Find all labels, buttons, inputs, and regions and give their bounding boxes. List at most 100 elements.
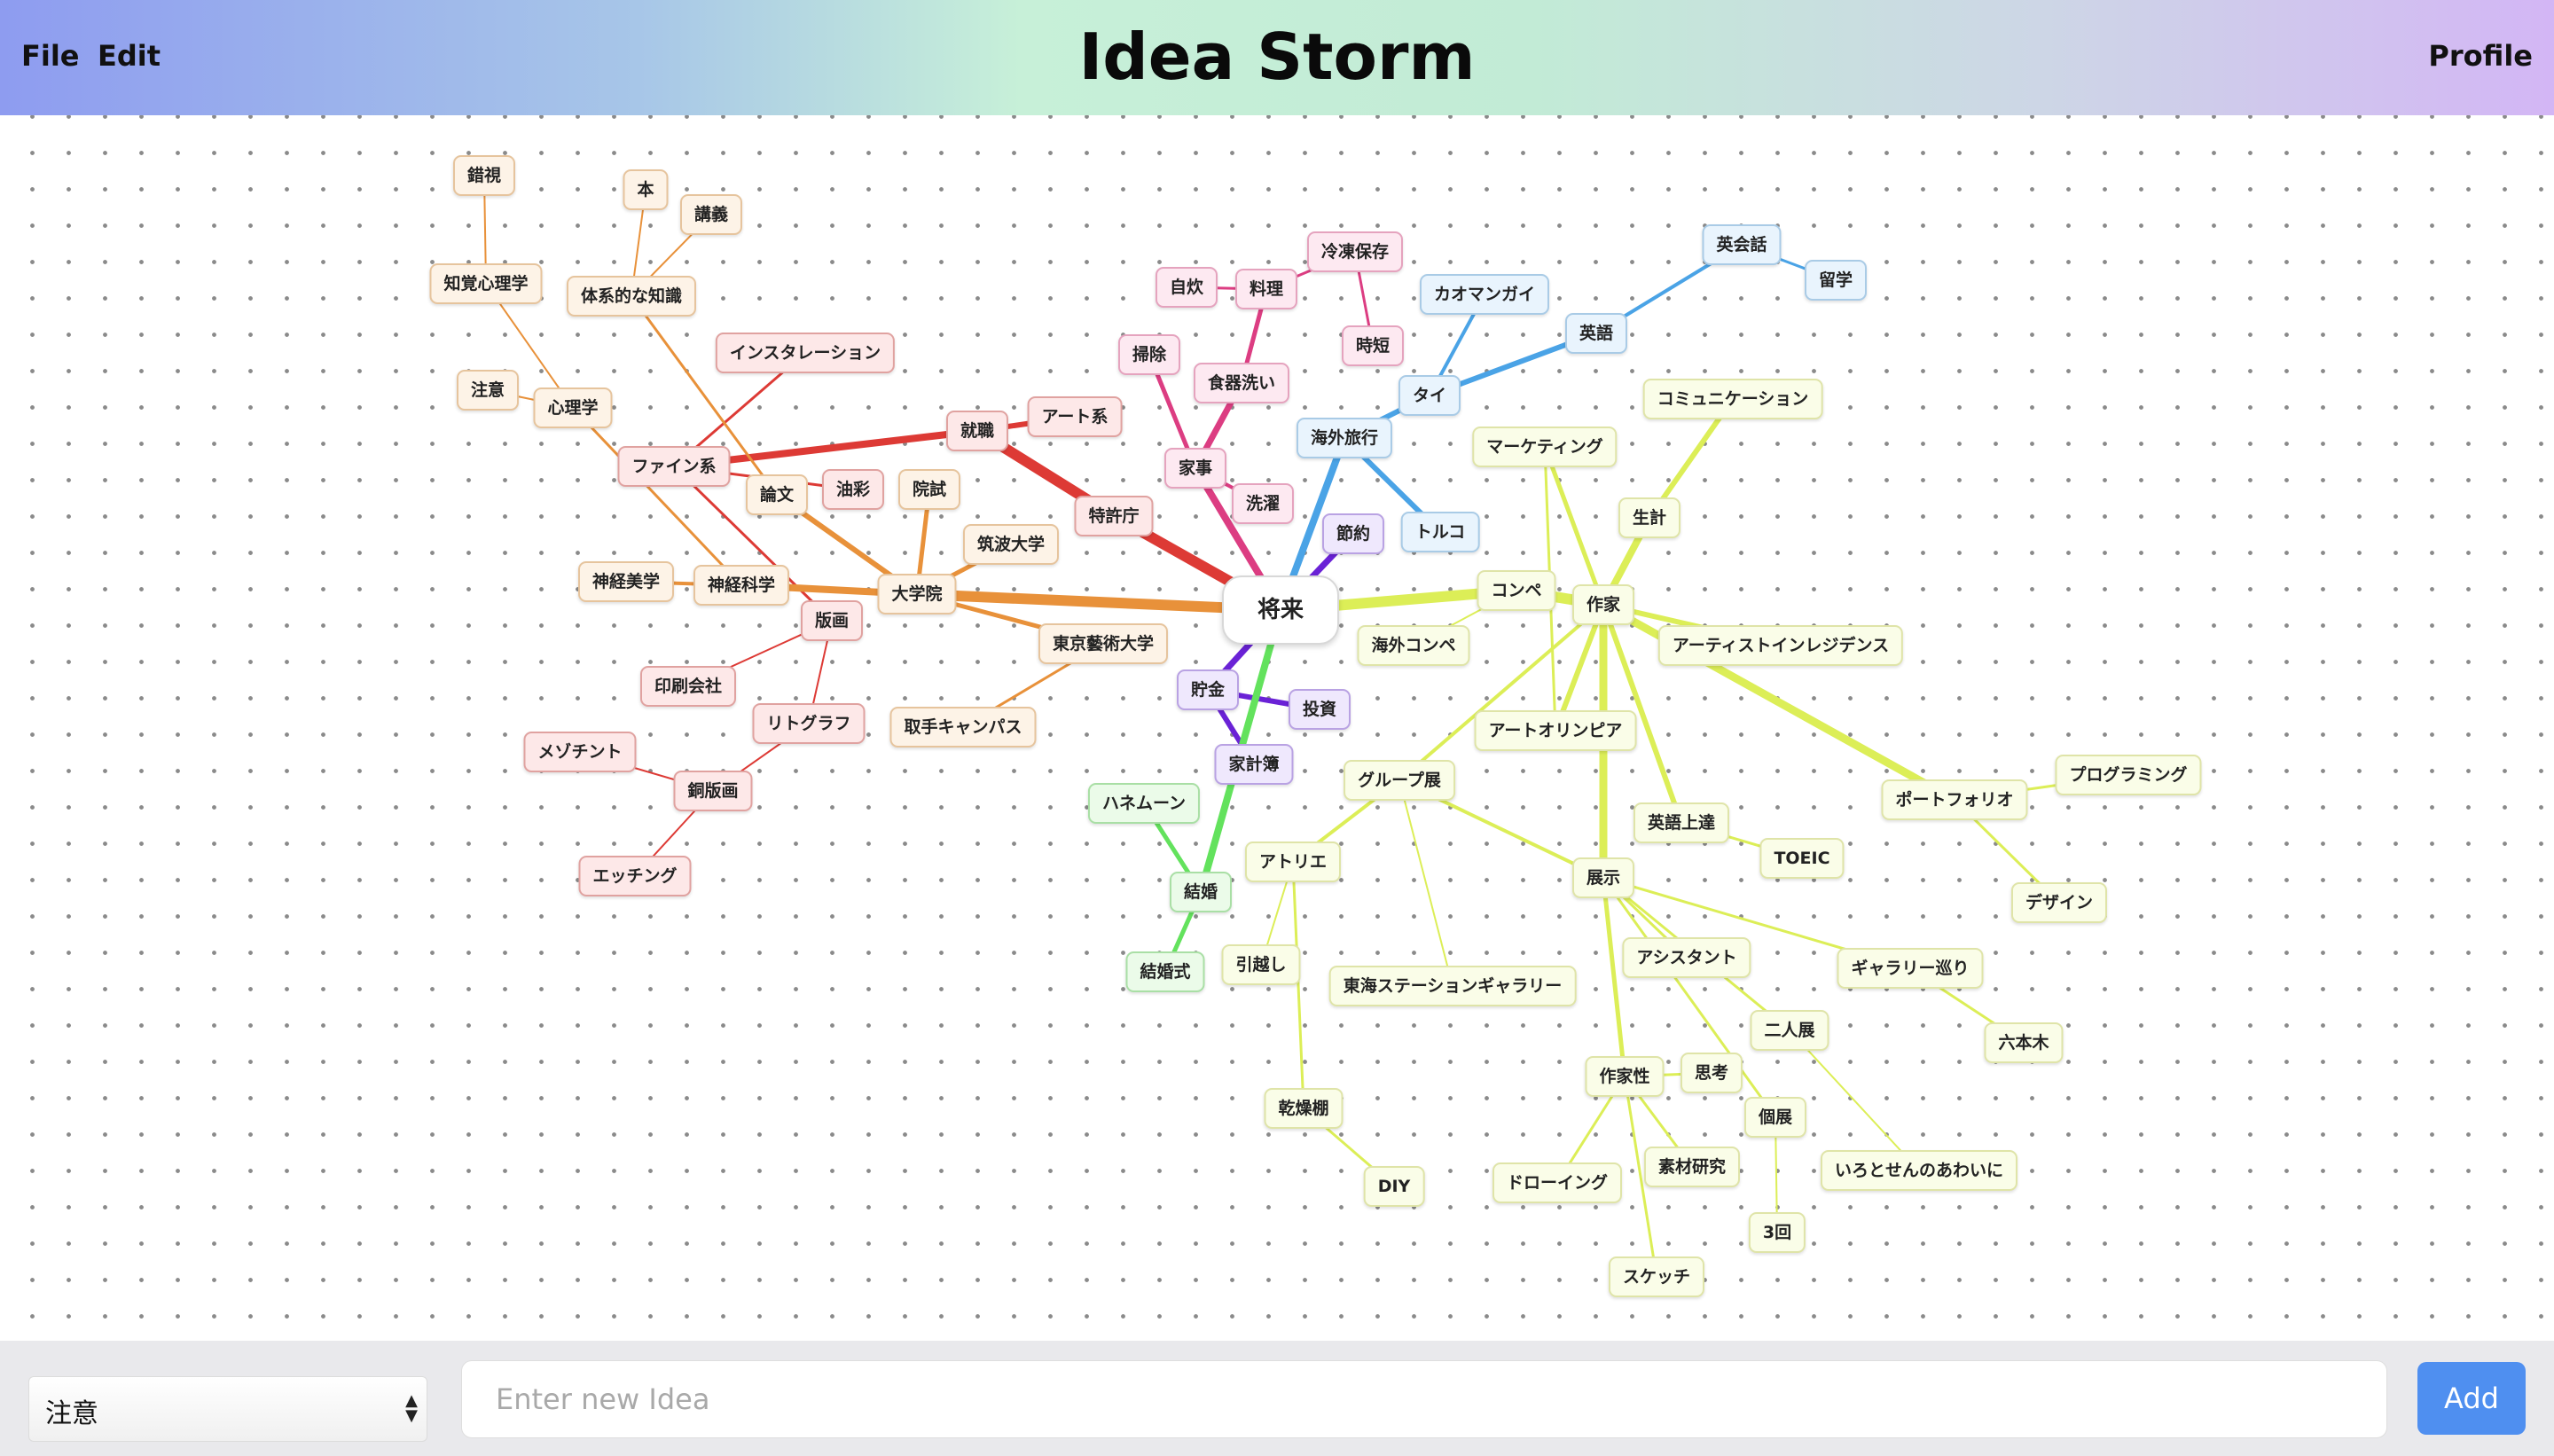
mindmap-node[interactable]: 作家性 (1585, 1056, 1665, 1097)
edge-n50-n61 (1601, 602, 1684, 826)
mindmap-node[interactable]: アトリエ (1244, 842, 1342, 882)
mindmap-node[interactable]: トルコ (1400, 512, 1480, 552)
mindmap-node[interactable]: インスタレーション (715, 333, 896, 373)
new-idea-input[interactable] (461, 1360, 2387, 1438)
mindmap-node[interactable]: 展示 (1571, 857, 1635, 898)
mindmap-node[interactable]: アシスタント (1622, 937, 1751, 978)
mindmap-node[interactable]: 3回 (1748, 1212, 1806, 1253)
mindmap-node[interactable]: 節約 (1321, 513, 1385, 554)
mindmap-node[interactable]: エッチング (578, 856, 692, 896)
profile-link[interactable]: Profile (2428, 39, 2533, 73)
menu-edit[interactable]: Edit (98, 39, 161, 73)
mindmap-node[interactable]: コミュニケーション (1642, 379, 1823, 419)
mindmap-node[interactable]: 英語 (1564, 313, 1628, 354)
edge-root-n13 (912, 589, 1286, 615)
mindmap-node[interactable]: 家事 (1163, 448, 1227, 489)
mindmap-node[interactable]: アートオリンピア (1474, 710, 1637, 751)
mindmap-node[interactable]: 神経美学 (577, 561, 675, 602)
add-button[interactable]: Add (2417, 1362, 2526, 1435)
mindmap-node[interactable]: 神経科学 (693, 565, 790, 606)
mindmap-node[interactable]: ポートフォリオ (1881, 779, 2028, 820)
app-header: File Edit Idea Storm Profile (0, 0, 2554, 115)
mindmap-node[interactable]: 投資 (1288, 689, 1351, 730)
mindmap-node[interactable]: スケッチ (1608, 1256, 1705, 1297)
mindmap-node[interactable]: 特許庁 (1074, 496, 1154, 536)
mindmap-node[interactable]: マーケティング (1472, 427, 1618, 467)
edge-n50-n63 (1398, 603, 1605, 782)
mindmap-node[interactable]: 乾燥棚 (1264, 1088, 1344, 1129)
mindmap-node[interactable]: 銅版画 (673, 771, 753, 811)
edge-n77-n81 (1623, 1075, 1658, 1279)
mindmap-node[interactable]: 食器洗い (1193, 363, 1290, 403)
mindmap-node[interactable]: メゾチント (523, 732, 637, 772)
mindmap-node[interactable]: 二人展 (1750, 1010, 1829, 1051)
mindmap-node[interactable]: 作家 (1571, 584, 1635, 625)
edge-n50-n53 (1553, 602, 1606, 733)
mindmap-node[interactable]: ドローイング (1492, 1162, 1623, 1203)
mindmap-node[interactable]: 東京藝術大学 (1038, 623, 1169, 664)
mindmap-node[interactable]: 結婚 (1169, 872, 1233, 912)
menu-file[interactable]: File (21, 39, 80, 73)
mindmap-node[interactable]: 就職 (945, 411, 1009, 451)
mindmap-node[interactable]: 掃除 (1117, 334, 1181, 375)
mindmap-node[interactable]: 海外旅行 (1296, 418, 1393, 458)
mindmap-node[interactable]: コンペ (1477, 570, 1556, 611)
mindmap-node[interactable]: 海外コンペ (1357, 625, 1470, 666)
mindmap-node[interactable]: 冷凍保存 (1306, 231, 1404, 272)
mindmap-node[interactable]: 六本木 (1984, 1022, 2064, 1063)
mindmap-node[interactable]: 素材研究 (1643, 1147, 1741, 1187)
mindmap-node[interactable]: 印刷会社 (639, 666, 737, 707)
mindmap-node[interactable]: TOEIC (1759, 838, 1845, 879)
mindmap-node[interactable]: 論文 (745, 474, 809, 515)
mindmap-node[interactable]: 家計簿 (1214, 744, 1294, 785)
edge-n63-n68 (1398, 779, 1453, 987)
mindmap-node[interactable]: 個展 (1743, 1097, 1807, 1138)
mindmap-node[interactable]: カオマンガイ (1419, 274, 1550, 315)
mindmap-node[interactable]: 自炊 (1155, 267, 1218, 308)
mindmap-node[interactable]: 生計 (1618, 497, 1681, 538)
mindmap-node[interactable]: 体系的な知識 (566, 276, 697, 317)
mindmap-node[interactable]: 東海ステーションギャラリー (1328, 966, 1577, 1006)
mindmap-node[interactable]: 大学院 (877, 574, 957, 614)
mindmap-node[interactable]: ギャラリー巡り (1837, 948, 1984, 989)
mindmap-node[interactable]: 英語上達 (1633, 802, 1730, 843)
mindmap-root-node[interactable]: 将来 (1221, 575, 1340, 645)
mindmap-node[interactable]: 版画 (800, 600, 864, 641)
mindmap-node[interactable]: 料理 (1234, 269, 1298, 309)
mindmap-node[interactable]: 本 (623, 169, 669, 210)
edge-n69-n75 (1602, 876, 1777, 1119)
edge-n4-n7 (672, 465, 834, 622)
mindmap-node[interactable]: 留学 (1804, 260, 1868, 301)
select-arrows-icon: ▲ ▼ (405, 1391, 418, 1425)
mindmap-node[interactable]: 注意 (456, 370, 520, 411)
mindmap-node[interactable]: 院試 (897, 469, 961, 510)
mindmap-node[interactable]: 講義 (679, 194, 743, 235)
mindmap-canvas[interactable]: 将来 就職 アート系特許庁 ファイン系 インスタレーション油彩版画印刷会社 リトグラフ銅版… (0, 115, 2554, 1341)
mindmap-node[interactable]: 思考 (1680, 1053, 1743, 1093)
mindmap-node[interactable]: グループ展 (1344, 760, 1455, 801)
mindmap-node[interactable]: アート系 (1027, 396, 1123, 437)
mindmap-node[interactable]: いろとせんのあわいに (1820, 1150, 2018, 1191)
mindmap-node[interactable]: アーティストインレジデンス (1657, 625, 1904, 666)
mindmap-node[interactable]: 洗濯 (1231, 483, 1295, 524)
mindmap-node[interactable]: 筑波大学 (962, 524, 1060, 565)
mindmap-node[interactable]: DIY (1363, 1166, 1425, 1207)
mindmap-node[interactable]: 貯金 (1176, 669, 1240, 710)
mindmap-node[interactable]: 錯視 (452, 155, 516, 196)
mindmap-node[interactable]: 時短 (1341, 325, 1405, 366)
app-title: Idea Storm (1078, 20, 1476, 94)
mindmap-node[interactable]: ファイン系 (617, 446, 731, 487)
mindmap-node[interactable]: 知覚心理学 (429, 263, 543, 304)
mindmap-node[interactable]: 英会話 (1702, 224, 1782, 265)
mindmap-node[interactable]: 取手キャンパス (889, 707, 1037, 748)
mindmap-node[interactable]: プログラミング (2055, 755, 2202, 795)
mindmap-node[interactable]: 心理学 (533, 387, 613, 428)
mindmap-node[interactable]: タイ (1398, 375, 1461, 416)
mindmap-node[interactable]: 引越し (1221, 944, 1301, 985)
mindmap-node[interactable]: デザイン (2010, 882, 2108, 923)
mindmap-node[interactable]: ハネムーン (1087, 783, 1201, 824)
mindmap-node[interactable]: 結婚式 (1125, 951, 1205, 992)
mindmap-node[interactable]: 油彩 (821, 469, 885, 510)
category-select[interactable]: 注意 ▲ ▼ (28, 1376, 427, 1442)
mindmap-node[interactable]: リトグラフ (752, 703, 866, 744)
